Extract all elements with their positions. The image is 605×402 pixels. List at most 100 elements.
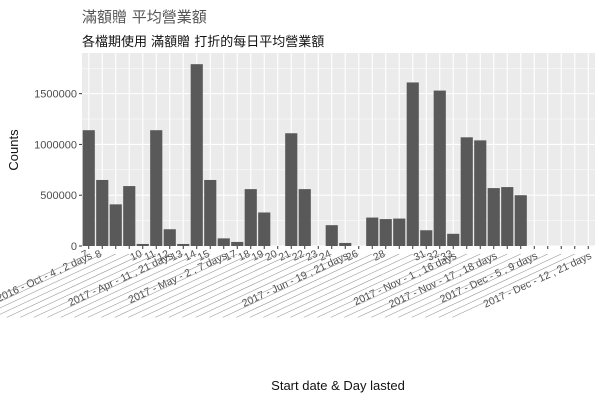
x-label-leader	[0, 253, 89, 296]
x-label-leader	[438, 253, 575, 318]
x-tick-label: 21	[277, 248, 293, 264]
y-tick-label: 1000000	[34, 139, 77, 151]
x-label-leader	[209, 253, 346, 318]
x-tick-label: 17	[223, 248, 239, 264]
x-label-leader	[155, 253, 292, 318]
bar	[514, 195, 527, 246]
bar	[339, 242, 352, 246]
x-label-leader	[195, 253, 332, 318]
x-tick-label: 33	[439, 248, 455, 264]
bar	[204, 179, 217, 246]
bar	[150, 130, 163, 246]
x-tick-label: 12	[155, 248, 171, 264]
x-tick-label: 10	[128, 248, 144, 264]
chart-subtitle: 各檔期使用 滿額贈 打折的每日平均營業額	[82, 34, 324, 50]
x-label-leader	[33, 253, 170, 318]
x-tick-label: 32	[425, 248, 441, 264]
chart-title: 滿額贈 平均營業額	[82, 8, 207, 26]
bar	[406, 82, 419, 247]
x-label-leader	[182, 253, 319, 318]
x-label-leader	[452, 253, 589, 318]
bar	[393, 218, 406, 246]
x-tick-label: 22	[290, 248, 306, 264]
bar	[258, 212, 271, 246]
bar	[177, 243, 190, 246]
x-axis-title: Start date & Day lasted	[271, 378, 405, 393]
y-axis: 0 500000 1000000 1500000	[34, 89, 82, 253]
y-axis-title: Counts	[6, 129, 21, 171]
bar	[109, 204, 122, 246]
x-tick-label: 20	[263, 248, 279, 264]
x-label-leader	[0, 253, 103, 303]
x-tick-label: 7	[80, 248, 91, 261]
y-tick-label: 500000	[40, 190, 77, 202]
bar	[136, 243, 149, 246]
x-tick-label: 28	[371, 248, 387, 264]
bar	[474, 140, 487, 246]
bar	[379, 219, 392, 246]
x-tick-label: 13	[169, 248, 185, 264]
x-tick-label: 24	[317, 248, 333, 264]
x-label-leader	[357, 253, 494, 318]
x-label-leader	[168, 253, 305, 318]
bar	[244, 189, 257, 246]
bar	[190, 64, 203, 247]
x-label-leader	[20, 253, 157, 318]
x-label-leader	[384, 253, 521, 318]
x-tick-label: 23	[304, 248, 320, 264]
bar	[123, 186, 136, 246]
x-label-leader	[60, 253, 197, 318]
bar	[82, 130, 95, 246]
bar	[487, 188, 500, 246]
x-label-leader	[276, 253, 413, 318]
x-tick-label: 8	[93, 248, 104, 261]
bar	[298, 189, 311, 246]
x-label-leader	[128, 253, 265, 318]
x-label-leader	[6, 253, 143, 318]
bar	[433, 90, 446, 246]
bar	[285, 133, 298, 246]
x-label-leader	[222, 253, 359, 318]
x-tick-label: 15	[196, 248, 212, 264]
bar	[420, 230, 433, 246]
y-tick-label: 1500000	[34, 89, 77, 101]
x-label-leader	[0, 253, 116, 309]
x-label-leader	[141, 253, 278, 318]
bar	[366, 217, 379, 246]
x-tick-label: 14	[182, 248, 198, 264]
x-label-leader	[303, 253, 440, 318]
x-label-leader	[74, 253, 211, 318]
x-label-leader	[87, 253, 224, 318]
x-label-leader	[47, 253, 184, 318]
x-tick-label: 31	[412, 248, 428, 264]
bar	[460, 137, 473, 246]
bar	[231, 241, 244, 246]
x-label-leader	[263, 253, 400, 318]
bar	[96, 179, 109, 246]
x-label-leader	[290, 253, 427, 318]
x-label-leader	[236, 253, 373, 318]
x-label-leader	[101, 253, 238, 318]
x-label-leader	[114, 253, 251, 318]
x-tick-label: 18	[236, 248, 252, 264]
bars	[82, 64, 527, 247]
bar	[501, 187, 514, 246]
x-tick-label: 19	[250, 248, 266, 264]
x-label-leader	[249, 253, 386, 318]
x-label-leader	[411, 253, 548, 318]
x-label-leader	[398, 253, 535, 318]
bar	[325, 225, 338, 246]
bar	[217, 238, 230, 246]
x-label-leader	[425, 253, 562, 318]
x-label-leader	[317, 253, 454, 318]
x-label-leader	[344, 253, 481, 318]
y-tick-label: 0	[71, 241, 77, 253]
x-tick-label: 11	[143, 248, 158, 264]
bar	[447, 233, 460, 246]
x-label-leader	[371, 253, 508, 318]
x-tick-label: 26	[344, 248, 360, 264]
x-label-leader	[330, 253, 467, 318]
bar	[163, 229, 176, 246]
